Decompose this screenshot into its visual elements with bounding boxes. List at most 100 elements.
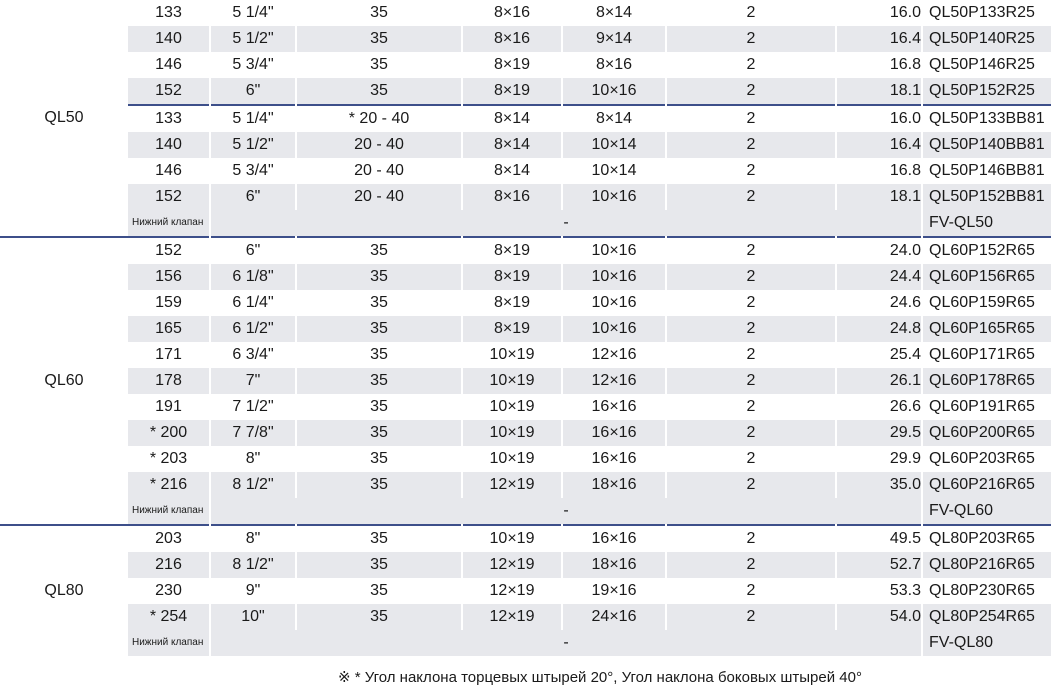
table-cell: 10×14 xyxy=(562,132,667,158)
table-cell: QL60P216R65 xyxy=(922,472,1051,498)
table-row: * 203 8" 35 10×19 16×16 2 29.9 QL60P203R65 xyxy=(0,446,1051,472)
table-cell: 10×19 xyxy=(462,342,563,368)
table-cell: QL60P203R65 xyxy=(929,450,1035,467)
table-cell: 146 xyxy=(128,52,211,78)
table-cell: * 203 xyxy=(128,446,211,472)
table-row: 133 5 1/4" * 20 - 40 8×14 8×14 2 16.0 QL50P133B… xyxy=(0,104,1051,132)
table-cell: 10×16 xyxy=(562,264,667,290)
table-cell: 6" xyxy=(210,78,297,105)
table-cell: 35 xyxy=(296,0,463,26)
table-cell: 10×16 xyxy=(562,184,667,210)
table-cell: * 200 xyxy=(128,420,211,446)
table-cell: 12×19 xyxy=(462,604,563,630)
table-cell: 8×16 xyxy=(562,52,667,78)
table-cell: 140 xyxy=(128,132,211,158)
table-row: 146 5 3/4" 20 - 40 8×14 10×14 2 16.8 QL50P146BB… xyxy=(0,158,1051,184)
table-cell: 146 xyxy=(128,158,211,184)
table-cell: QL60P191R65 xyxy=(929,398,1035,415)
table-cell: 35 xyxy=(296,472,463,498)
table-row: 152 6" 20 - 40 8×16 10×16 2 18.1 QL50P152BB81 xyxy=(0,184,1051,210)
table-cell: 26.6 xyxy=(836,394,923,420)
valve-dash: - xyxy=(210,630,923,656)
table-cell: 35 xyxy=(296,578,463,604)
table-cell: 2 xyxy=(666,78,837,105)
table-cell: 203 xyxy=(128,524,211,552)
table-cell: 2 xyxy=(666,472,837,498)
table-cell: 2 xyxy=(666,604,837,630)
table-cell: 2 xyxy=(666,158,837,184)
table-cell: 2 xyxy=(666,446,837,472)
table-cell: 5 1/2" xyxy=(210,132,297,158)
table-cell: 24×16 xyxy=(562,604,667,630)
table-cell: 35 xyxy=(296,552,463,578)
table-cell: 2 xyxy=(666,342,837,368)
table-cell: 24.8 xyxy=(836,316,923,342)
table-cell: 8×14 xyxy=(462,104,563,132)
valve-label: Нижний клапан xyxy=(128,630,211,656)
table-cell: 8×16 xyxy=(462,0,563,26)
table-cell: 133 xyxy=(128,104,211,132)
table-cell: QL80P230R65 xyxy=(929,582,1035,599)
table-cell: 156 xyxy=(128,264,211,290)
table-cell: 2 xyxy=(666,52,837,78)
table-cell: 152 xyxy=(128,78,211,105)
table-cell: QL50P152BB81 xyxy=(922,184,1051,210)
table-cell: 16.8 xyxy=(836,52,923,78)
table-cell: 10×19 xyxy=(462,368,563,394)
table-cell: 10×19 xyxy=(462,524,563,552)
group-label: QL60 xyxy=(0,236,128,525)
table-cell: QL50P133BB81 xyxy=(922,104,1051,132)
table-cell: 230 xyxy=(128,578,211,604)
table-cell: 5 1/4" xyxy=(210,0,297,26)
table-cell: 10" xyxy=(210,604,297,630)
table-cell: 5 1/4" xyxy=(210,104,297,132)
table-cell: 12×19 xyxy=(462,472,563,498)
table-cell: 25.4 xyxy=(836,342,923,368)
table-cell: 2 xyxy=(666,394,837,420)
table-cell: QL50P146R25 xyxy=(929,56,1035,73)
table-cell: 18.1 xyxy=(836,184,923,210)
table-cell: 49.5 xyxy=(836,524,923,552)
table-cell: 2 xyxy=(666,132,837,158)
table-cell: 5 3/4" xyxy=(210,52,297,78)
table-cell: 165 xyxy=(128,316,211,342)
table-cell: 10×19 xyxy=(462,446,563,472)
table-cell: 140 xyxy=(128,26,211,52)
table-row: QL80 203 8" 35 10×19 16×16 2 49.5 QL80P203R65 xyxy=(0,524,1051,656)
table-cell: 16.0 xyxy=(836,0,923,26)
group-label: QL80 xyxy=(0,524,128,656)
table-cell: 53.3 xyxy=(836,578,923,604)
table-cell: 8×19 xyxy=(462,52,563,78)
table-cell: 16×16 xyxy=(562,524,667,552)
table-cell: QL60P159R65 xyxy=(929,294,1035,311)
table-cell: QL50P146BB81 xyxy=(929,162,1045,179)
table-cell: 8 1/2" xyxy=(210,552,297,578)
table-cell: 35 xyxy=(296,604,463,630)
table-cell: 9" xyxy=(210,578,297,604)
table-cell: 8" xyxy=(210,446,297,472)
valve-dash: - xyxy=(210,498,923,525)
table-row: 156 6 1/8" 35 8×19 10×16 2 24.4 QL60P156R65 xyxy=(0,264,1051,290)
table-cell: 8×14 xyxy=(562,104,667,132)
table-row: 191 7 1/2" 35 10×19 16×16 2 26.6 QL60P191R65 xyxy=(0,394,1051,420)
table-cell: QL60P178R65 xyxy=(922,368,1051,394)
table-row: 171 6 3/4" 35 10×19 12×16 2 25.4 QL60P171R65 xyxy=(0,342,1051,368)
table-cell: 6 1/2" xyxy=(210,316,297,342)
table-cell: 35 xyxy=(296,394,463,420)
valve-model: FV-QL80 xyxy=(922,630,1051,656)
table-cell: 133 xyxy=(128,0,211,26)
table-cell: 18×16 xyxy=(562,552,667,578)
table-cell: 178 xyxy=(128,368,211,394)
table-cell: 16.8 xyxy=(836,158,923,184)
table-cell: 10×16 xyxy=(562,78,667,105)
table-cell: 6 1/4" xyxy=(210,290,297,316)
table-row: 230 9" 35 12×19 19×16 2 53.3 QL80P230R65 xyxy=(0,578,1051,604)
table-row: * 216 8 1/2" 35 12×19 18×16 2 35.0 QL60P216R65 xyxy=(0,472,1051,498)
table-cell: 6" xyxy=(210,184,297,210)
table-cell: 12×19 xyxy=(462,552,563,578)
table-cell: 35 xyxy=(296,446,463,472)
table-row: * 254 10" 35 12×19 24×16 2 54.0 QL80P254R65 xyxy=(0,604,1051,630)
table-cell: 5 1/2" xyxy=(210,26,297,52)
table-cell: 2 xyxy=(666,104,837,132)
table-cell: 8×19 xyxy=(462,290,563,316)
